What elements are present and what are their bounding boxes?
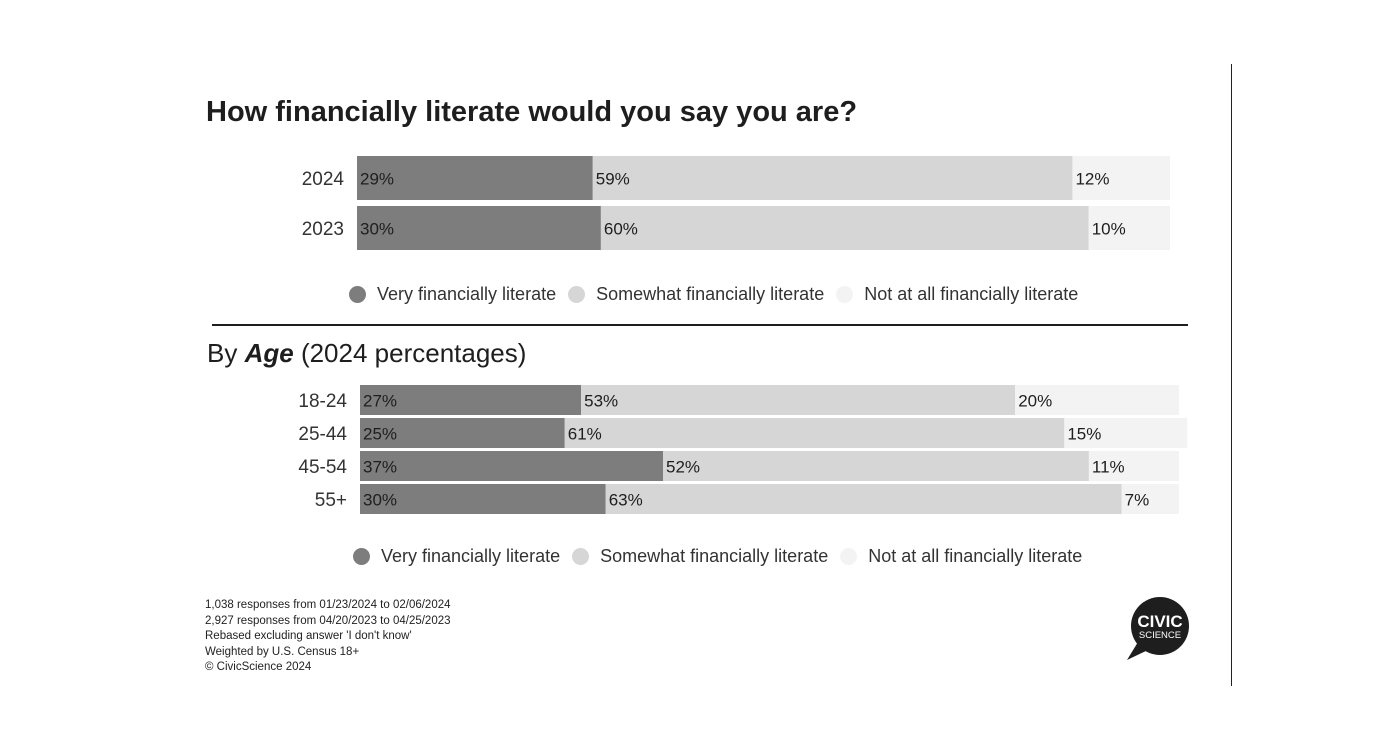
footnote-responses-2023: 2,927 responses from 04/20/2023 to 04/25… xyxy=(205,614,451,627)
legend-label: Very financially literate xyxy=(377,284,557,304)
bar-segment-somewhat xyxy=(564,418,1065,448)
bar-segment-not-at-all xyxy=(1064,418,1188,448)
bar-segment-very xyxy=(360,451,664,481)
bar-segment-not-at-all xyxy=(1088,451,1179,481)
legend-item-very: Very financially literate xyxy=(353,546,560,567)
data-label: 37% xyxy=(363,458,397,477)
right-border-line xyxy=(1231,64,1232,686)
legend-swatch-not-at-all xyxy=(840,548,858,565)
footnote-copyright: © CivicScience 2024 xyxy=(205,661,312,673)
bar-segment-somewhat xyxy=(592,156,1073,200)
bar-segment-somewhat xyxy=(600,206,1089,250)
legend-label: Very financially literate xyxy=(381,546,561,566)
legend-item-somewhat: Somewhat financially literate xyxy=(572,546,828,567)
category-label: 45-54 xyxy=(298,457,347,478)
legend-swatch-very xyxy=(349,286,366,303)
legend-item-not-at-all: Not at all financially literate xyxy=(836,284,1078,305)
data-label: 7% xyxy=(1125,491,1150,510)
bar-segment-somewhat xyxy=(605,484,1122,514)
data-label: 60% xyxy=(604,220,638,239)
legend-label: Somewhat financially literate xyxy=(596,284,825,304)
data-label: 59% xyxy=(596,170,630,189)
legend-swatch-very xyxy=(353,548,370,565)
category-label: 25-44 xyxy=(298,424,347,445)
bar-segment-not-at-all xyxy=(1072,156,1170,200)
legend-item-very: Very financially literate xyxy=(349,284,556,305)
footnote-weighted: Weighted by U.S. Census 18+ xyxy=(205,645,360,658)
legend-label: Somewhat financially literate xyxy=(600,546,829,566)
bar-segment-very xyxy=(360,385,582,415)
data-label: 20% xyxy=(1018,392,1052,411)
bar-segment-not-at-all xyxy=(1015,385,1179,415)
data-label: 63% xyxy=(609,491,643,510)
category-label: 2024 xyxy=(302,169,345,190)
footnote-rebased: Rebased excluding answer 'I don't know' xyxy=(205,630,412,642)
legend-age: Very financially literate Somewhat financ… xyxy=(353,546,1094,567)
bar-segment-very xyxy=(360,484,606,514)
data-label: 15% xyxy=(1067,425,1101,444)
age-title-prefix: By xyxy=(207,338,238,368)
data-label: 25% xyxy=(363,425,397,444)
data-label: 30% xyxy=(360,220,394,239)
legend-item-somewhat: Somewhat financially literate xyxy=(568,284,824,305)
data-label: 27% xyxy=(363,392,397,411)
category-label: 55+ xyxy=(315,490,347,511)
bar-segment-not-at-all xyxy=(1088,206,1170,250)
legend-label: Not at all financially literate xyxy=(868,546,1083,566)
data-label: 61% xyxy=(568,425,602,444)
legend-item-not-at-all: Not at all financially literate xyxy=(840,546,1082,567)
bar-segment-not-at-all xyxy=(1121,484,1179,514)
legend-yearly: Very financially literate Somewhat financ… xyxy=(349,284,1090,305)
age-section-title: By Age (2024 percentages) xyxy=(207,338,526,369)
data-label: 11% xyxy=(1092,458,1125,477)
bar-segment-somewhat xyxy=(581,385,1016,415)
legend-label: Not at all financially literate xyxy=(864,284,1079,304)
data-label: 29% xyxy=(360,170,394,189)
logo-science-text: SCIENCE xyxy=(1139,630,1181,641)
logo-civic-text: CIVIC xyxy=(1137,612,1182,631)
legend-swatch-somewhat xyxy=(568,286,586,303)
legend-swatch-somewhat xyxy=(572,548,590,565)
age-stacked-bar-chart: 18-24 27% 53% 20% 25-44 25% 61% 15% 45-54 37% 52% 1… xyxy=(298,385,1188,514)
section-divider xyxy=(212,324,1188,326)
yearly-stacked-bar-chart: 2024 29% 59% 12% 2023 30% 60% 10% xyxy=(302,156,1170,250)
age-title-emphasis: Age xyxy=(244,338,294,368)
data-label: 52% xyxy=(666,458,700,477)
civicscience-logo: CIVIC SCIENCE xyxy=(1127,597,1189,660)
data-label: 10% xyxy=(1092,220,1126,239)
bar-segment-somewhat xyxy=(663,451,1089,481)
bar-segment-very xyxy=(357,206,601,250)
legend-swatch-not-at-all xyxy=(836,286,854,303)
bar-segment-very xyxy=(360,418,565,448)
category-label: 18-24 xyxy=(298,391,347,412)
data-label: 30% xyxy=(363,491,397,510)
age-title-suffix: (2024 percentages) xyxy=(300,338,527,368)
footnote-responses-2024: 1,038 responses from 01/23/2024 to 02/06… xyxy=(205,599,451,611)
chart-title: How financially literate would you say y… xyxy=(206,96,858,128)
data-label: 12% xyxy=(1075,170,1109,189)
bar-segment-very xyxy=(357,156,593,200)
data-label: 53% xyxy=(584,392,618,411)
category-label: 2023 xyxy=(302,219,344,240)
footnotes: 1,038 responses from 01/23/2024 to 02/06… xyxy=(205,598,451,676)
